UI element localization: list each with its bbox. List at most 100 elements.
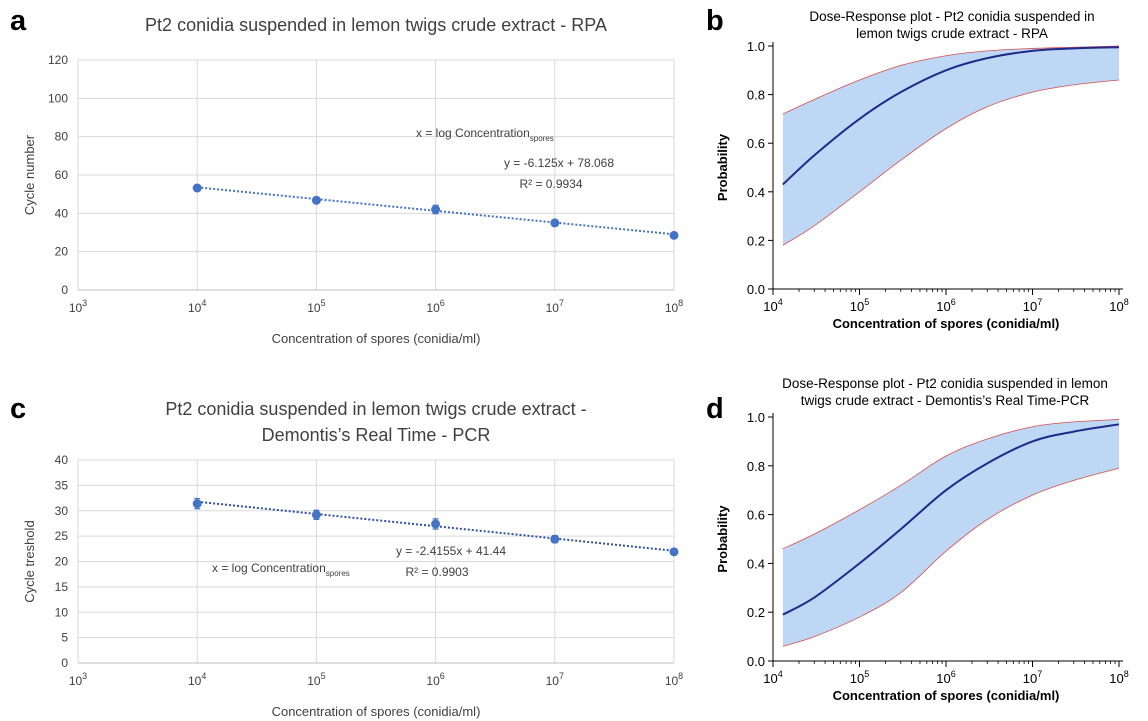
chart-title: Dose-Response plot - Pt2 conidia suspend… [809, 9, 1094, 24]
data-point [431, 519, 441, 529]
tick-exponent: 5 [864, 297, 869, 307]
y-tick-label: 1.0 [747, 410, 765, 425]
tick-exponent: 5 [321, 671, 326, 681]
confidence-band [782, 419, 1119, 647]
x-tick-label: 108 [665, 298, 683, 315]
y-tick-label: 60 [55, 168, 69, 182]
tick-exponent: 8 [1124, 669, 1129, 679]
chart-title: Pt2 conidia suspended in lemon twigs cru… [145, 15, 607, 35]
r-squared-label: R² = 0.9903 [405, 565, 468, 579]
tick-base: 10 [307, 301, 321, 315]
x-definition-subscript: spores [530, 134, 554, 143]
tick-exponent: 7 [559, 671, 564, 681]
fit-curve [782, 46, 1120, 186]
y-tick-label: 80 [55, 130, 69, 144]
tick-base: 10 [665, 301, 679, 315]
data-point [669, 547, 679, 557]
x-axis-title: Concentration of spores (conidia/ml) [272, 331, 481, 346]
y-tick-label: 0.0 [747, 654, 765, 669]
tick-base: 10 [1023, 299, 1037, 314]
data-point [669, 230, 679, 240]
y-tick-label: 25 [55, 529, 69, 543]
y-tick-label: 40 [55, 453, 69, 467]
panel-label-a: a [10, 5, 27, 37]
fit-curve [782, 423, 1120, 616]
confidence-band [782, 46, 1119, 246]
tick-exponent: 6 [440, 298, 445, 308]
panel-label-b: b [706, 5, 724, 37]
y-tick-label: 5 [61, 631, 68, 645]
y-tick-label: 40 [55, 206, 69, 220]
chart-title: Demontis’s Real Time - PCR [262, 425, 491, 445]
tick-base: 10 [1023, 671, 1037, 686]
y-tick-label: 0.8 [747, 459, 765, 474]
y-axis-title: Cycle treshold [22, 520, 37, 602]
trendline-equation: y = -6.125x + 78.068 [504, 156, 614, 170]
x-tick-label: 107 [1023, 669, 1042, 686]
x-tick-label: 103 [69, 298, 87, 315]
x-tick-label: 106 [426, 298, 444, 315]
x-tick-label: 108 [1109, 297, 1128, 314]
x-tick-label: 104 [188, 671, 206, 688]
lower-bound-line [782, 467, 1120, 647]
panel-label-c: c [10, 393, 26, 425]
x-tick-label: 107 [546, 298, 564, 315]
x-tick-label: 105 [307, 298, 325, 315]
x-tick-label: 106 [426, 671, 444, 688]
y-tick-label: 0.8 [747, 88, 765, 103]
chart-title: Pt2 conidia suspended in lemon twigs cru… [165, 399, 586, 419]
tick-base: 10 [936, 671, 950, 686]
x-tick-label: 104 [763, 297, 782, 314]
tick-base: 10 [850, 671, 864, 686]
tick-exponent: 7 [1037, 669, 1042, 679]
tick-base: 10 [1109, 299, 1123, 314]
tick-exponent: 6 [951, 297, 956, 307]
data-point [431, 205, 441, 214]
tick-base: 10 [188, 301, 202, 315]
x-definition-main: x = log Concentration [416, 126, 530, 140]
y-tick-label: 120 [48, 53, 68, 67]
x-axis-title: Concentration of spores (conidia/ml) [833, 688, 1060, 703]
tick-exponent: 8 [1124, 297, 1129, 307]
data-point [311, 510, 321, 520]
y-axis-title: Probability [715, 505, 730, 573]
panel-label-d: d [706, 393, 724, 425]
y-tick-label: 100 [48, 91, 68, 105]
chart-title: lemon twigs crude extract - RPA [856, 26, 1048, 41]
trendline-equation: y = -2.4155x + 41.44 [396, 544, 506, 558]
tick-base: 10 [763, 299, 777, 314]
tick-base: 10 [763, 671, 777, 686]
tick-base: 10 [426, 674, 440, 688]
x-tick-label: 103 [69, 671, 87, 688]
x-definition-label: x = log Concentrationspores [416, 126, 554, 143]
tick-base: 10 [546, 301, 560, 315]
tick-exponent: 4 [201, 298, 206, 308]
data-point [192, 499, 202, 509]
tick-exponent: 3 [82, 298, 87, 308]
tick-base: 10 [1109, 671, 1123, 686]
tick-exponent: 8 [678, 671, 683, 681]
y-tick-label: 20 [55, 555, 69, 569]
x-definition-subscript: spores [326, 569, 350, 578]
upper-bound-line [782, 45, 1120, 115]
y-tick-label: 0.0 [747, 282, 765, 297]
tick-base: 10 [69, 674, 83, 688]
x-axis-title: Concentration of spores (conidia/ml) [272, 704, 481, 719]
x-tick-label: 105 [850, 297, 869, 314]
chart-title: twigs crude extract - Demontis’s Real Ti… [801, 393, 1090, 408]
y-tick-label: 0.6 [747, 508, 765, 523]
tick-base: 10 [188, 674, 202, 688]
x-tick-label: 107 [1023, 297, 1042, 314]
tick-exponent: 4 [201, 671, 206, 681]
lower-bound-line [782, 79, 1120, 246]
tick-base: 10 [850, 299, 864, 314]
tick-base: 10 [546, 674, 560, 688]
tick-base: 10 [307, 674, 321, 688]
tick-exponent: 8 [678, 298, 683, 308]
x-tick-label: 105 [850, 669, 869, 686]
data-point [311, 195, 321, 205]
tick-exponent: 7 [1037, 297, 1042, 307]
